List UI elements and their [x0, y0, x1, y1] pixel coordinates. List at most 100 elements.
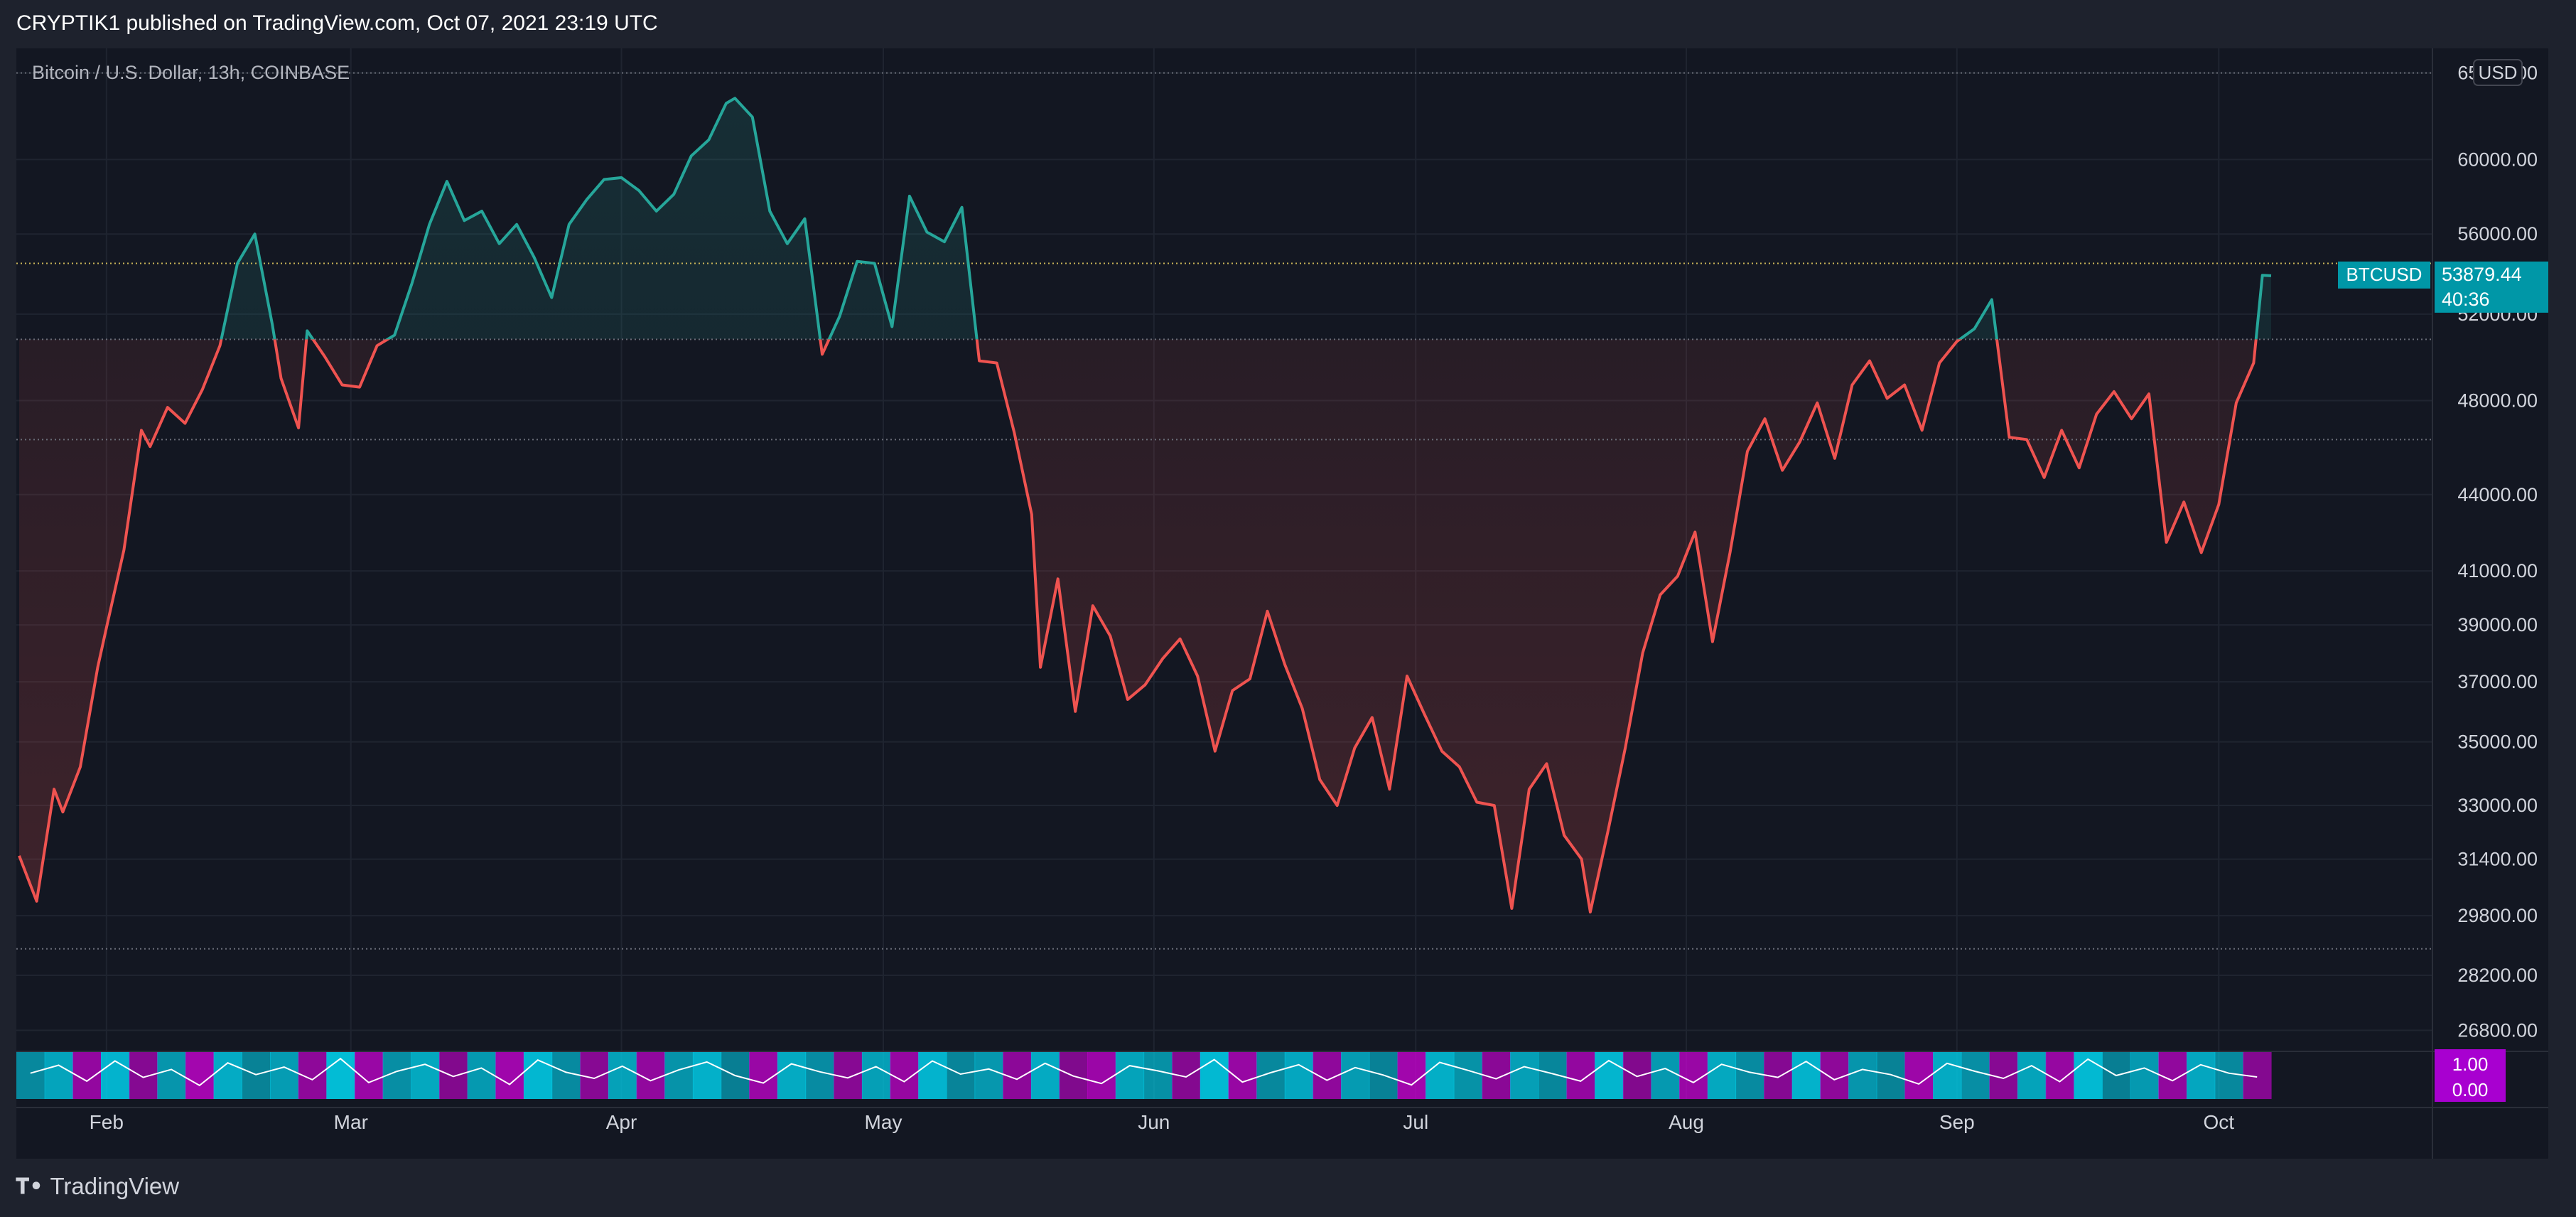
price-axis-label: 35000.00 — [2457, 731, 2538, 753]
price-axis-label: 33000.00 — [2457, 795, 2538, 816]
oscillator-pane — [16, 1052, 2272, 1099]
oscillator-band — [1426, 1052, 1455, 1099]
time-axis-label: Mar — [334, 1111, 368, 1133]
oscillator-label-max: 1.00 — [2452, 1054, 2489, 1075]
price-line — [18, 97, 2272, 913]
oscillator-band — [1397, 1052, 1426, 1099]
price-axis-label: 29800.00 — [2457, 905, 2538, 926]
tradingview-logo-icon: 𝐓• — [16, 1174, 43, 1199]
oscillator-band — [2130, 1052, 2159, 1099]
time-axis[interactable]: Feb Mar Apr May Jun Jul Aug Sep Oct — [90, 1111, 2235, 1133]
time-axis-label: Oct — [2204, 1111, 2235, 1133]
oscillator-band — [1735, 1052, 1764, 1099]
oscillator-band — [1622, 1052, 1652, 1099]
oscillator-value-tag — [2435, 1078, 2506, 1102]
symbol-tag — [2338, 261, 2430, 289]
price-axis-label: 39000.00 — [2457, 614, 2538, 636]
oscillator-band — [213, 1052, 242, 1099]
oscillator-band — [1115, 1052, 1145, 1099]
oscillator-band — [355, 1052, 384, 1099]
oscillator-band — [1510, 1052, 1539, 1099]
oscillator-band — [608, 1052, 637, 1099]
oscillator-band — [101, 1052, 130, 1099]
oscillator-band — [805, 1052, 834, 1099]
chart-title: Bitcoin / U.S. Dollar, 13h, COINBASE — [32, 62, 350, 83]
oscillator-band — [861, 1052, 891, 1099]
oscillator-value-tag — [2435, 1049, 2506, 1078]
price-tags: BTCUSD 53879.44 40:36 — [2338, 261, 2548, 313]
time-axis-label: May — [865, 1111, 902, 1133]
price-axis-label: 41000.00 — [2457, 560, 2538, 581]
price-axis-label: 60000.00 — [2457, 149, 2538, 170]
oscillator-label-min: 0.00 — [2452, 1079, 2489, 1100]
oscillator-band — [523, 1052, 553, 1099]
publisher-line: CRYPTIK1 published on TradingView.com, O… — [16, 11, 658, 35]
oscillator-line — [30, 1057, 2258, 1087]
oscillator-band — [918, 1052, 947, 1099]
price-chart[interactable]: 65000.0060000.0056000.0052000.0048000.00… — [16, 48, 2548, 1159]
oscillator-band — [326, 1052, 355, 1099]
oscillator-band — [1538, 1052, 1568, 1099]
area-fill-below-base — [19, 339, 2256, 912]
oscillator-band — [129, 1052, 158, 1099]
oscillator-band — [1791, 1052, 1821, 1099]
reference-lines — [16, 72, 2432, 950]
oscillator-band — [1284, 1052, 1314, 1099]
oscillator-band — [1341, 1052, 1370, 1099]
oscillator-band — [1961, 1052, 1990, 1099]
oscillator-band — [946, 1052, 976, 1099]
oscillator-band — [692, 1052, 722, 1099]
tradingview-brand: TradingView — [50, 1173, 180, 1199]
oscillator-band — [185, 1052, 215, 1099]
oscillator-band — [1707, 1052, 1737, 1099]
price-series-down — [18, 339, 2258, 913]
area-fill — [19, 98, 2271, 912]
last-price-tag — [2435, 261, 2548, 313]
time-axis-label: Sep — [1939, 1111, 1975, 1133]
oscillator-band — [1143, 1052, 1173, 1099]
oscillator-band — [16, 1052, 45, 1099]
price-axis-label: 28200.00 — [2457, 965, 2538, 986]
oscillator-band — [664, 1052, 694, 1099]
price-axis-label: 37000.00 — [2457, 671, 2538, 692]
price-axis-label: 48000.00 — [2457, 390, 2538, 412]
price-axis-label: 44000.00 — [2457, 484, 2538, 505]
time-axis-label: Apr — [606, 1111, 637, 1133]
tradingview-logo[interactable]: 𝐓• TradingView — [16, 1171, 179, 1202]
oscillator-band — [1228, 1052, 1257, 1099]
oscillator-band — [1848, 1052, 1877, 1099]
oscillator-band — [467, 1052, 496, 1099]
price-axis-label: 56000.00 — [2457, 223, 2538, 245]
oscillator-band — [1876, 1052, 1905, 1099]
oscillator-band — [580, 1052, 609, 1099]
oscillator-band — [1595, 1052, 1624, 1099]
oscillator-band — [2017, 1052, 2047, 1099]
time-axis-label: Jul — [1403, 1111, 1428, 1133]
oscillator-band — [890, 1052, 919, 1099]
oscillator-band — [1651, 1052, 1680, 1099]
time-axis-label: Feb — [90, 1111, 124, 1133]
oscillator-band — [411, 1052, 440, 1099]
oscillator-band — [749, 1052, 778, 1099]
oscillator-band — [44, 1052, 73, 1099]
oscillator-band — [270, 1052, 299, 1099]
price-axis[interactable]: 65000.0060000.0056000.0052000.0048000.00… — [2435, 63, 2538, 1102]
currency-button[interactable]: USD — [2473, 59, 2523, 86]
chart-area[interactable]: 65000.0060000.0056000.0052000.0048000.00… — [16, 48, 2548, 1159]
oscillator-band — [551, 1052, 581, 1099]
oscillator-band — [1566, 1052, 1595, 1099]
oscillator-band — [777, 1052, 807, 1099]
oscillator-band — [1904, 1052, 1934, 1099]
price-axis-label: 31400.00 — [2457, 849, 2538, 870]
grid — [16, 48, 2548, 1159]
price-axis-label: 26800.00 — [2457, 1019, 2538, 1041]
oscillator-band — [1087, 1052, 1116, 1099]
oscillator-band — [2045, 1052, 2074, 1099]
last-price-value: 53879.44 — [2442, 264, 2522, 285]
time-axis-label: Aug — [1669, 1111, 1704, 1133]
oscillator-band — [1933, 1052, 1962, 1099]
oscillator-band — [242, 1052, 271, 1099]
bar-countdown: 40:36 — [2442, 289, 2490, 310]
oscillator-band — [1453, 1052, 1483, 1099]
time-axis-label: Jun — [1138, 1111, 1170, 1133]
